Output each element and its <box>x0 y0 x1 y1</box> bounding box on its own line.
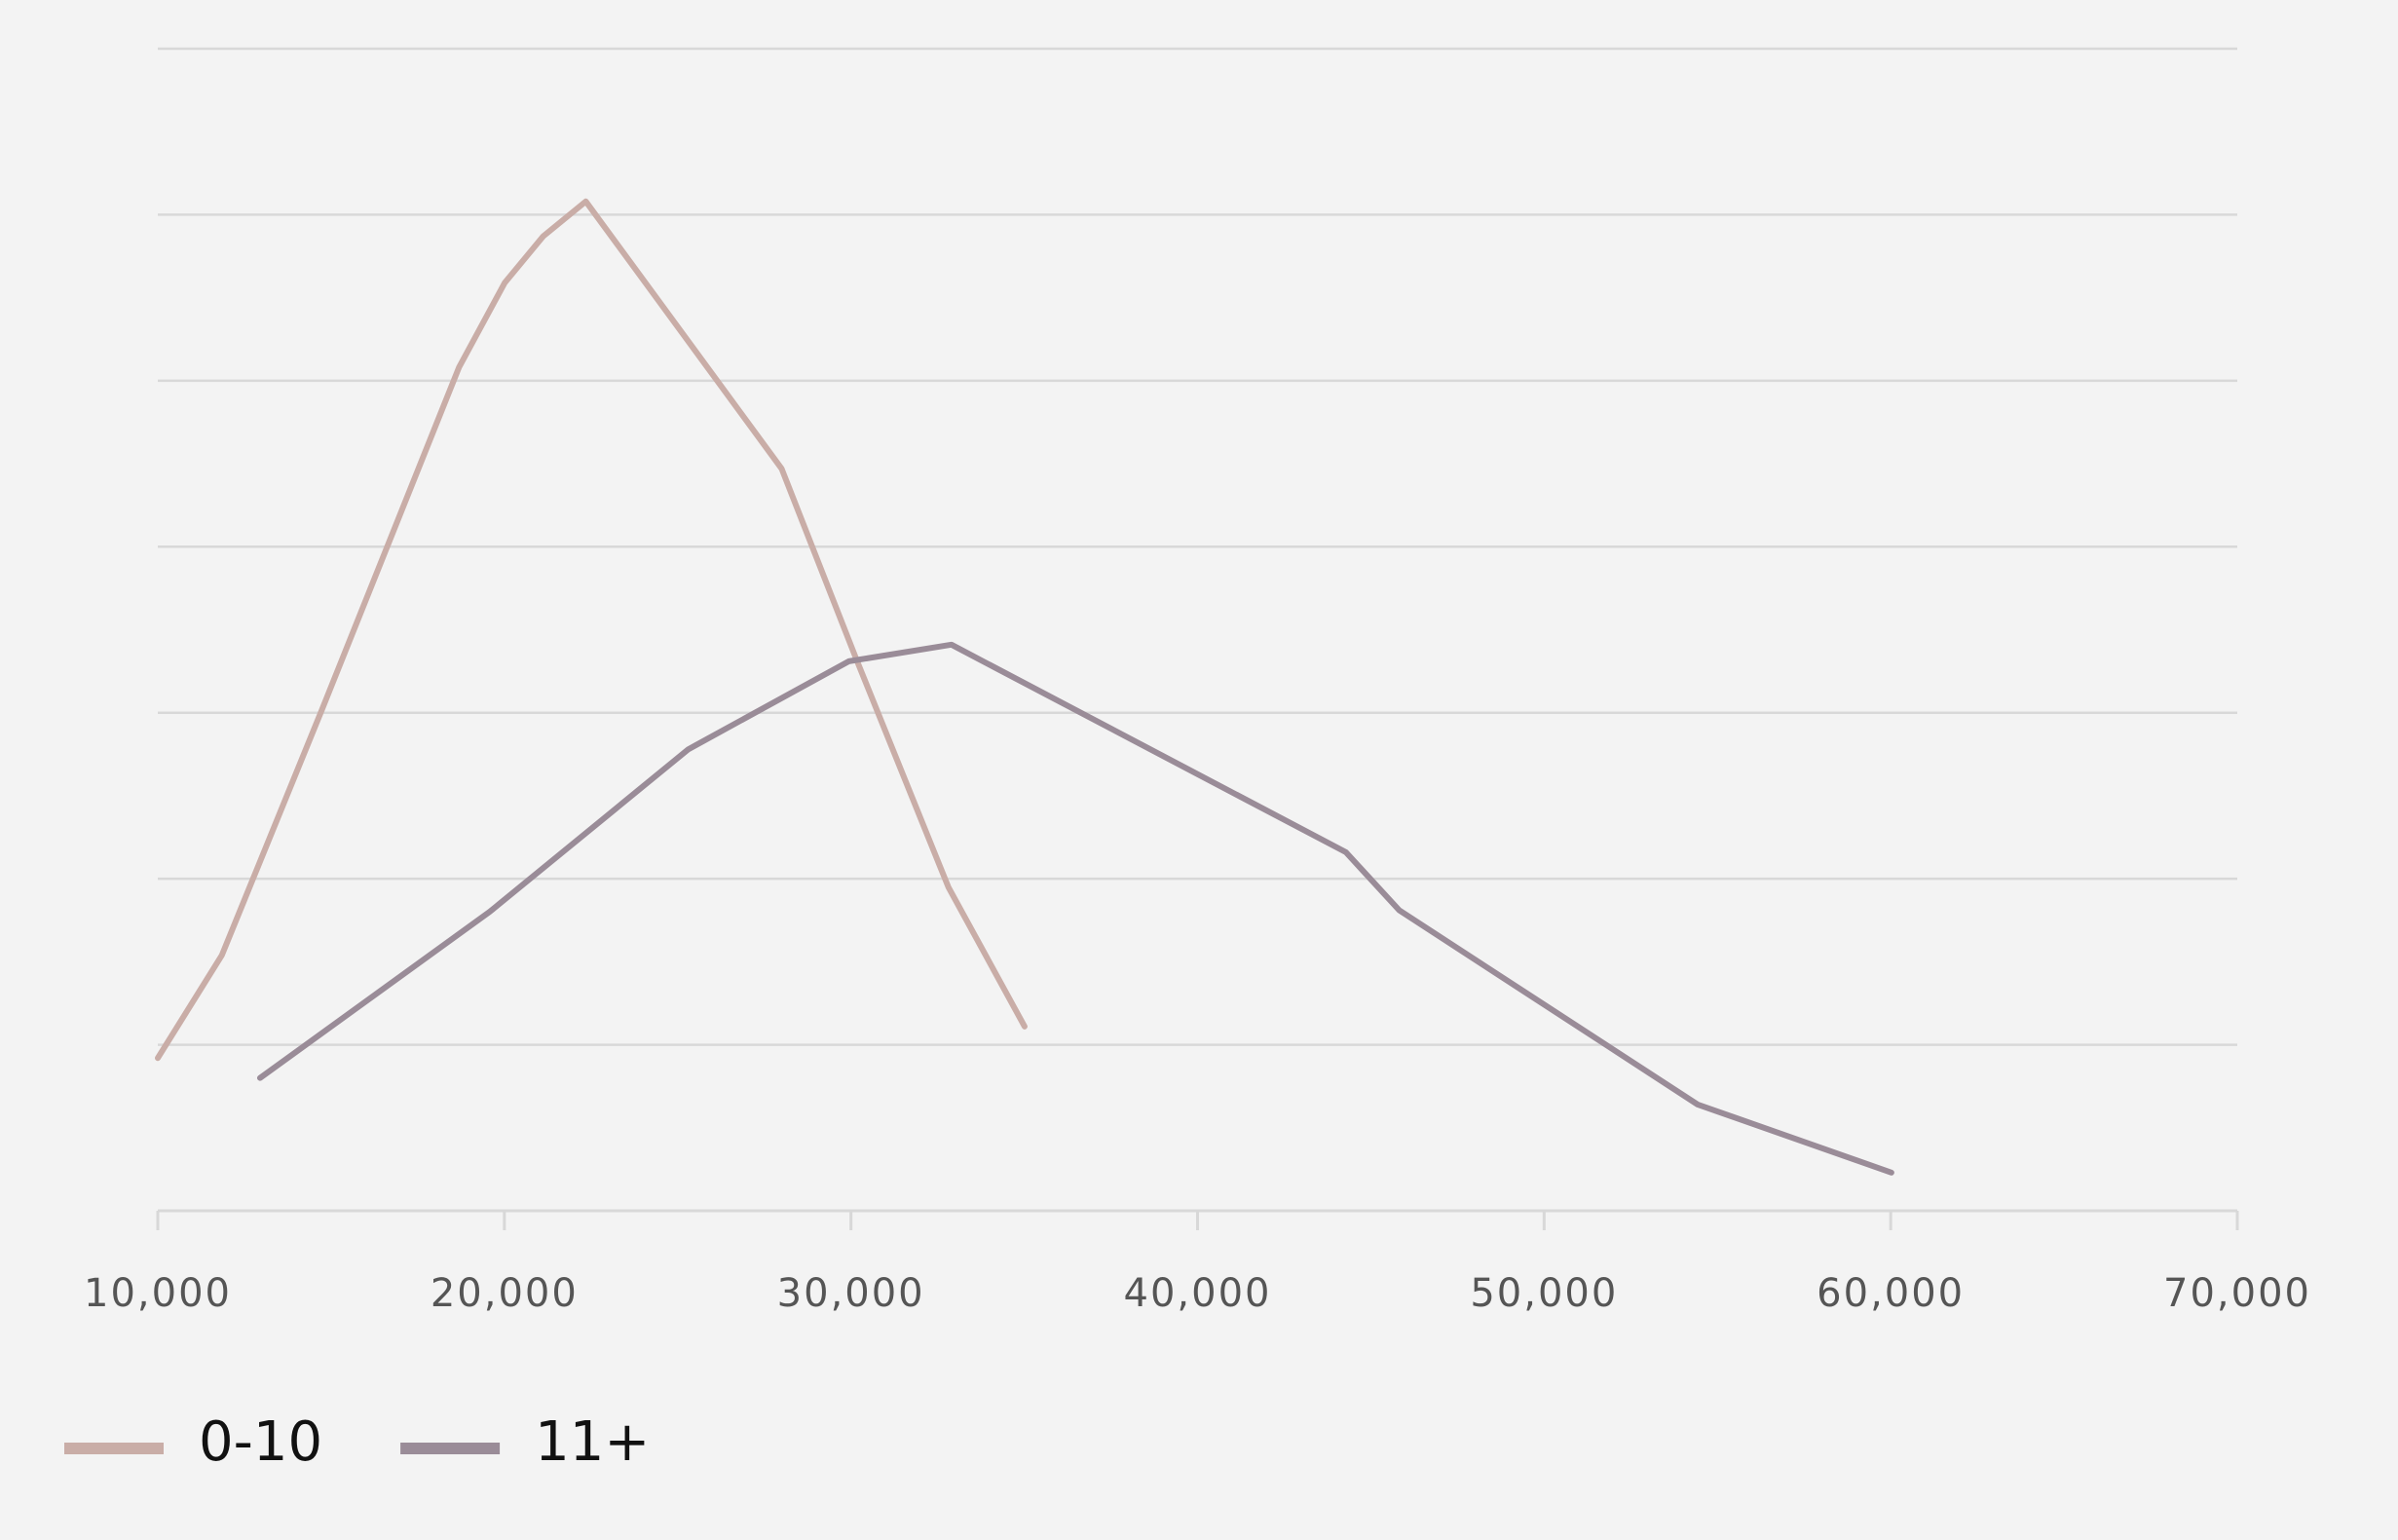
line <box>256 641 1894 1176</box>
x-tick-label: 50,000 <box>1470 1271 1618 1316</box>
x-tick-label: 10,000 <box>84 1271 232 1316</box>
x-tick-label: 60,000 <box>1817 1271 1965 1316</box>
x-tick-label: 70,000 <box>2163 1271 2311 1316</box>
x-tick-label: 40,000 <box>1124 1271 1272 1316</box>
legend-label: 11+ <box>535 1410 650 1474</box>
legend-label: 0-10 <box>199 1410 322 1474</box>
x-tick-label: 30,000 <box>777 1271 925 1316</box>
line <box>155 198 1028 1062</box>
x-tick-label: 20,000 <box>431 1271 579 1316</box>
